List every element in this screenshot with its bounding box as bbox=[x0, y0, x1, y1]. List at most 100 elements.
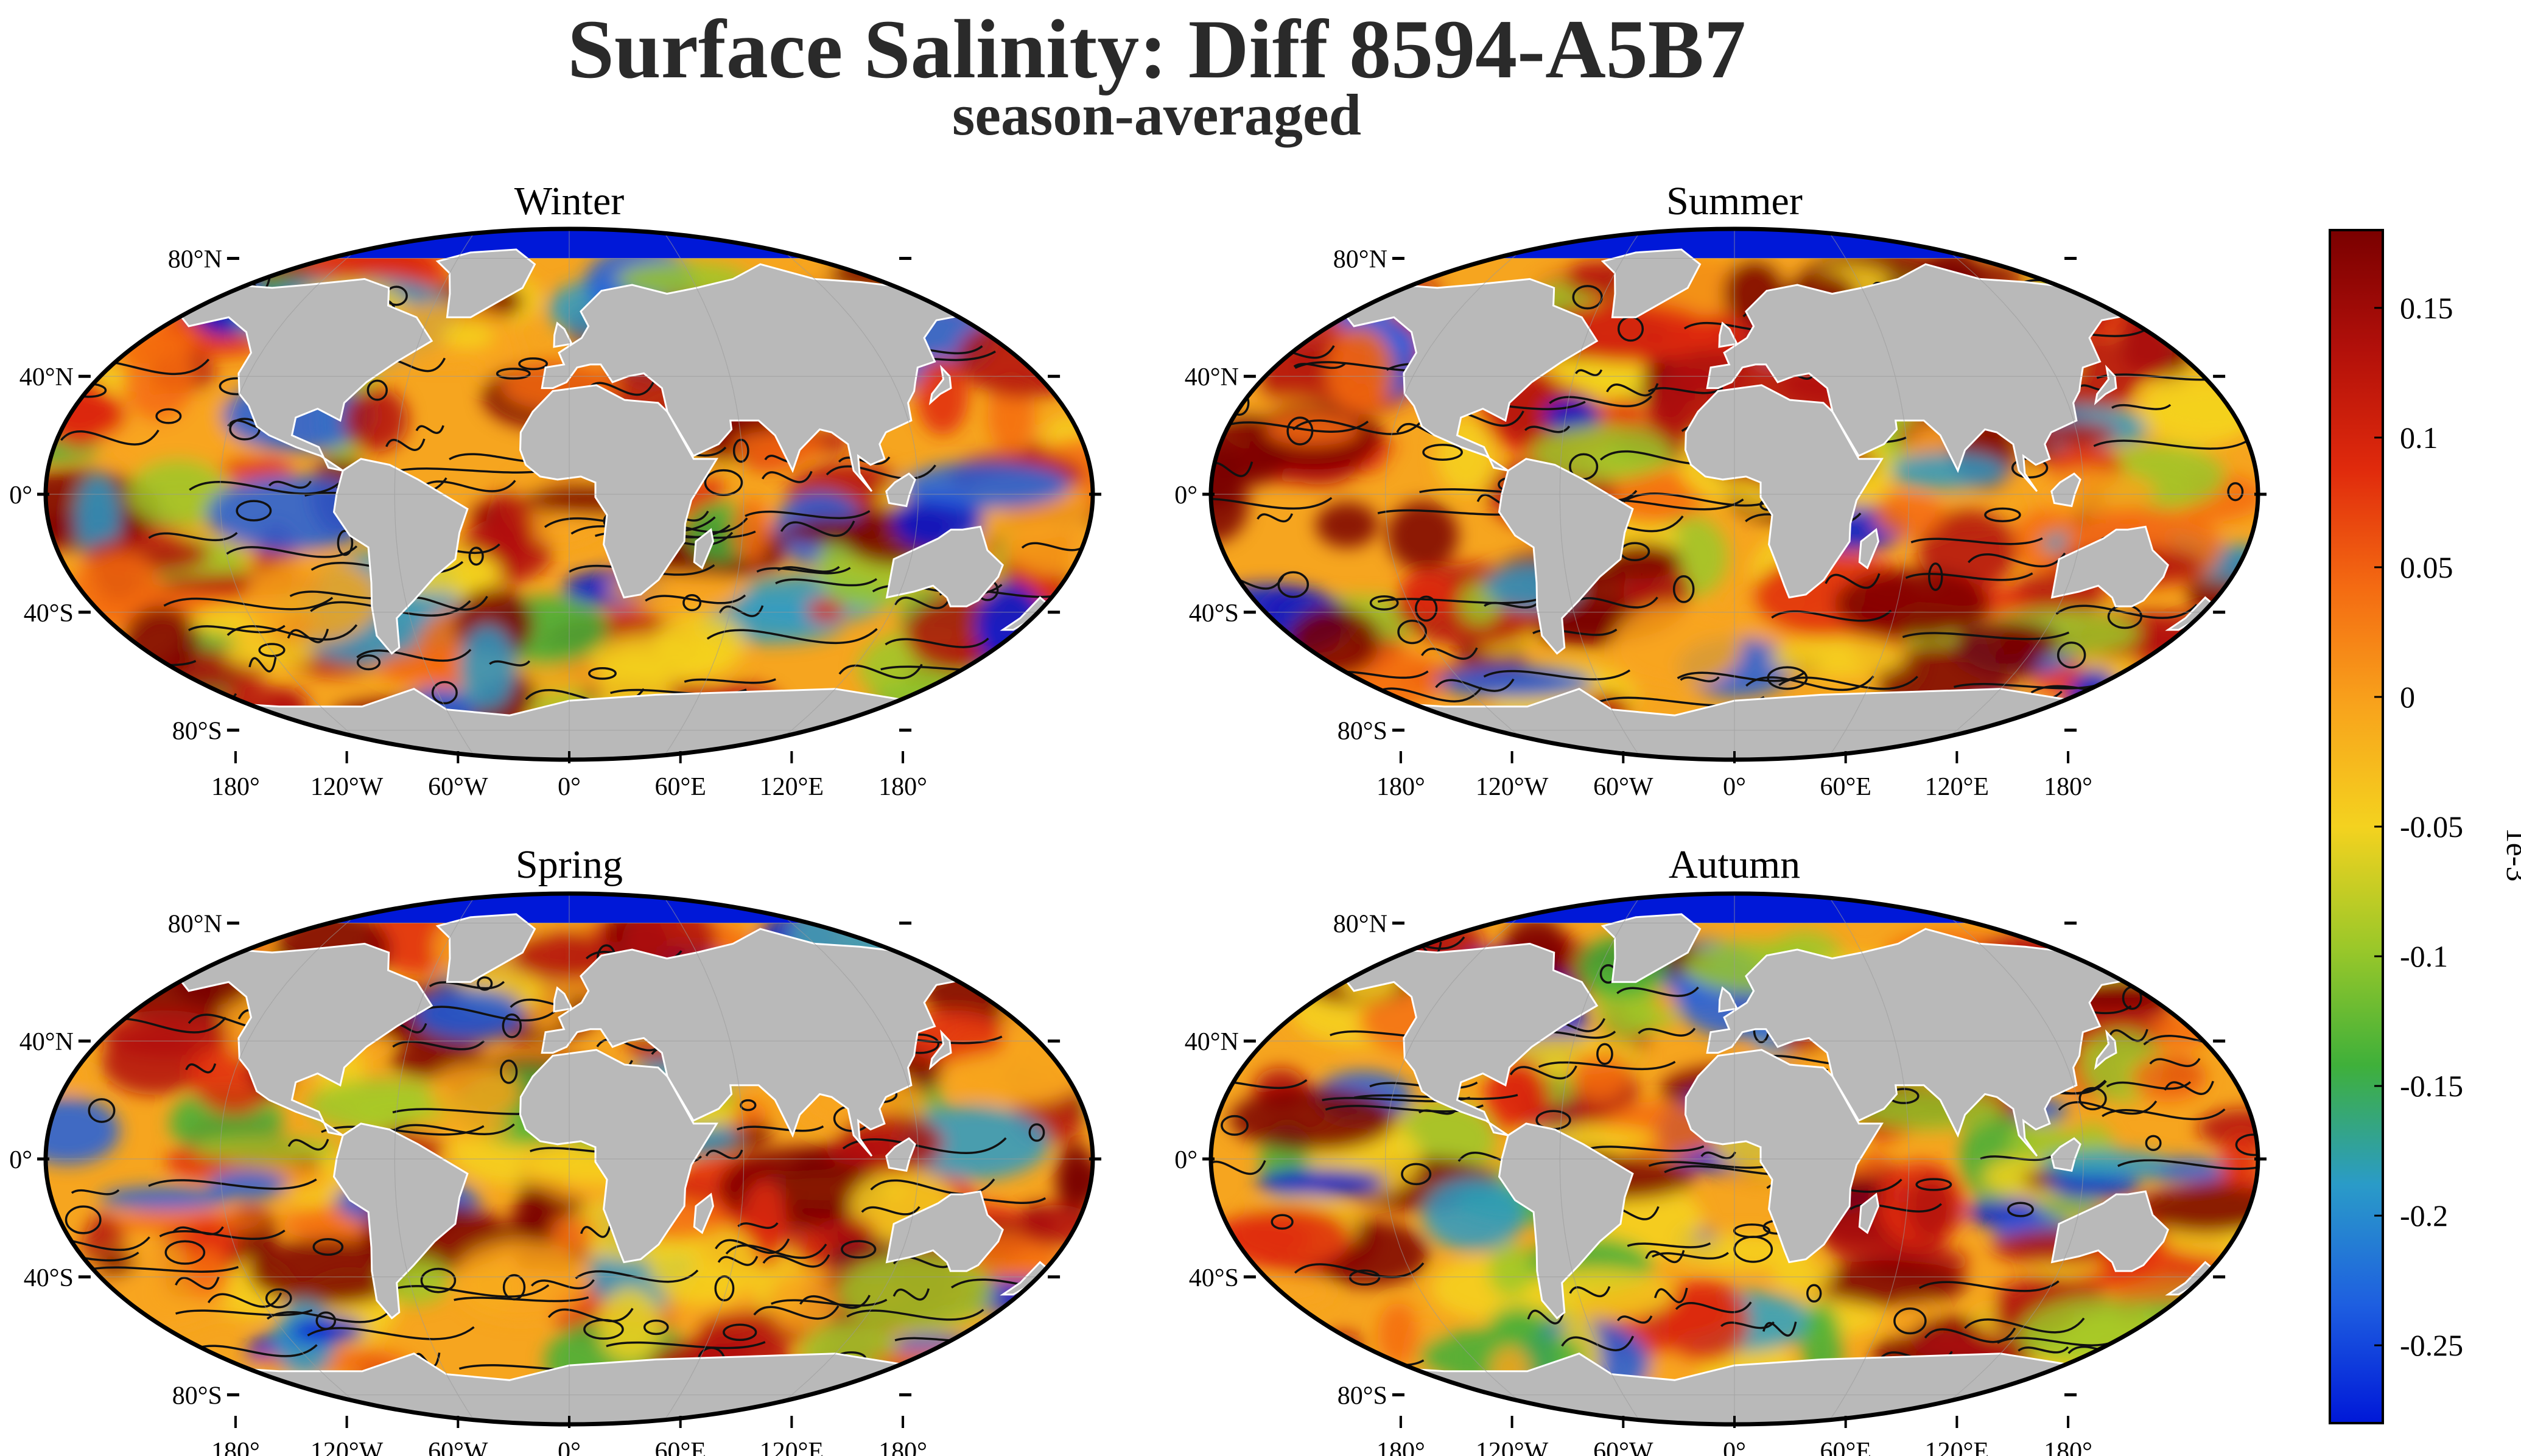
landmass-greenland bbox=[1601, 248, 1702, 318]
landmass-greenland bbox=[435, 913, 536, 983]
lon-label: 120°W bbox=[1476, 773, 1549, 801]
landmass-northAmerica bbox=[180, 278, 433, 472]
lon-label: 0° bbox=[1723, 773, 1746, 801]
lon-label: 60°W bbox=[428, 773, 488, 801]
landmass-southAmerica bbox=[1498, 458, 1634, 655]
map-panel-autumn: Autumn 80°N 40°N 0° 40°S 80°S 180° 120°W 60°W 0° 6… bbox=[1174, 842, 2267, 1456]
landmass-eurasia bbox=[541, 263, 982, 492]
figure-title: Surface Salinity: Diff 8594-A5B7 bbox=[567, 2, 1746, 96]
landmass-australia bbox=[885, 525, 1004, 607]
landmass-greenland bbox=[1601, 913, 1702, 983]
colorbar-unit-label: 1e-3 bbox=[2500, 828, 2521, 882]
landmass-borneo bbox=[885, 1137, 916, 1172]
colorbar: 0.15 0.1 0.05 0 -0.05 -0.1 -0.15 -0.2 -0.25 1e-3 bbox=[2329, 229, 2521, 1424]
lon-label: 0° bbox=[1723, 1438, 1746, 1456]
map-panel-summer: Summer 80°N 40°N 0° 40°S 80°S 180° 120°W 60°W 0° 6… bbox=[1174, 179, 2267, 801]
colorbar-tick-label: 0.05 bbox=[2400, 550, 2453, 584]
landmass-australia bbox=[2050, 525, 2169, 607]
landmass-borneo bbox=[2050, 1137, 2081, 1172]
lon-label: 180° bbox=[211, 773, 260, 801]
landmass-greenland bbox=[435, 248, 536, 318]
landmass-madagascar bbox=[693, 528, 714, 570]
landmass-australia bbox=[2050, 1190, 2169, 1272]
panel-title-autumn: Autumn bbox=[1669, 842, 1800, 887]
lon-label: 0° bbox=[558, 773, 581, 801]
lon-label: 120°W bbox=[310, 773, 384, 801]
figure-subtitle: season-averaged bbox=[952, 82, 1361, 147]
lat-label: 0° bbox=[9, 1146, 32, 1174]
lon-label: 180° bbox=[2044, 1438, 2092, 1456]
lat-label: 80°S bbox=[172, 1382, 222, 1410]
landmass-southAmerica bbox=[332, 1122, 469, 1320]
lat-label: 40°N bbox=[19, 1028, 74, 1056]
lon-label: 120°E bbox=[760, 773, 824, 801]
landmass-northAmerica bbox=[1345, 278, 1599, 472]
lat-label: 80°N bbox=[168, 910, 222, 938]
lat-label: 80°S bbox=[1338, 1382, 1387, 1410]
lat-label: 40°N bbox=[19, 363, 74, 391]
lon-label: 180° bbox=[2044, 773, 2092, 801]
map-panel-spring: Spring 80°N 40°N 0° 40°S 80°S 180° 120°W 60°W 0° 6… bbox=[9, 842, 1101, 1456]
lat-label: 40°S bbox=[1189, 600, 1239, 628]
landmass-borneo bbox=[2050, 472, 2081, 508]
colorbar-tick-label: 0 bbox=[2400, 680, 2415, 714]
colorbar-tick-label: -0.05 bbox=[2400, 810, 2463, 844]
landmass-southAmerica bbox=[1498, 1122, 1634, 1320]
lon-label: 180° bbox=[878, 1438, 927, 1456]
lat-label: 40°S bbox=[24, 600, 74, 628]
lat-label: 40°N bbox=[1185, 363, 1239, 391]
lat-label: 0° bbox=[9, 481, 32, 509]
landmass-madagascar bbox=[1858, 528, 1879, 570]
lon-label: 60°W bbox=[1593, 773, 1653, 801]
lat-label: 0° bbox=[1174, 481, 1197, 509]
lon-label: 180° bbox=[1376, 773, 1425, 801]
lon-label: 180° bbox=[878, 773, 927, 801]
landmass-northAmerica bbox=[180, 942, 433, 1136]
lon-label: 120°E bbox=[1925, 773, 1989, 801]
lat-label: 80°S bbox=[1338, 718, 1387, 746]
lon-label: 180° bbox=[211, 1438, 260, 1456]
lat-label: 40°N bbox=[1185, 1028, 1239, 1056]
panel-title-spring: Spring bbox=[516, 842, 623, 887]
lon-label: 180° bbox=[1376, 1438, 1425, 1456]
lat-label: 80°N bbox=[1333, 245, 1387, 273]
landmass-eurasia bbox=[541, 928, 982, 1157]
lon-label: 60°E bbox=[654, 1438, 706, 1456]
colorbar-tick-label: -0.25 bbox=[2400, 1328, 2463, 1362]
landmass-borneo bbox=[885, 472, 916, 508]
lon-label: 60°E bbox=[654, 773, 706, 801]
colorbar-gradient bbox=[2329, 229, 2384, 1424]
lon-label: 120°E bbox=[760, 1438, 824, 1456]
colorbar-tick-label: -0.1 bbox=[2400, 939, 2448, 973]
landmass-uk bbox=[553, 321, 573, 348]
lon-label: 120°W bbox=[310, 1438, 384, 1456]
landmass-uk bbox=[553, 986, 573, 1013]
panel-title-summer: Summer bbox=[1666, 179, 1803, 223]
lat-label: 80°S bbox=[172, 718, 222, 746]
lat-label: 40°S bbox=[1189, 1264, 1239, 1292]
landmass-eurasia bbox=[1706, 263, 2147, 492]
lon-label: 120°W bbox=[1476, 1438, 1549, 1456]
landmass-madagascar bbox=[1858, 1192, 1879, 1234]
lat-label: 80°N bbox=[1333, 910, 1387, 938]
map-panel-winter: Winter 80°N 40°N 0° 40°S 80°S 180° 120°W 60°W 0° 6… bbox=[9, 179, 1101, 801]
panel-title-winter: Winter bbox=[514, 179, 625, 223]
landmass-eurasia bbox=[1706, 928, 2147, 1157]
landmass-uk bbox=[1718, 321, 1739, 348]
landmass-northAmerica bbox=[1345, 942, 1599, 1136]
lat-label: 40°S bbox=[24, 1264, 74, 1292]
lat-label: 80°N bbox=[168, 245, 222, 273]
lon-label: 60°W bbox=[428, 1438, 488, 1456]
lon-label: 60°W bbox=[1593, 1438, 1653, 1456]
lon-label: 0° bbox=[558, 1438, 581, 1456]
landmass-uk bbox=[1718, 986, 1739, 1013]
colorbar-tick-label: -0.2 bbox=[2400, 1199, 2448, 1233]
lon-label: 60°E bbox=[1820, 773, 1871, 801]
landmass-madagascar bbox=[693, 1192, 714, 1234]
colorbar-tick-label: 0.1 bbox=[2400, 421, 2438, 455]
lon-label: 120°E bbox=[1925, 1438, 1989, 1456]
colorbar-tick-label: -0.15 bbox=[2400, 1069, 2463, 1103]
lon-label: 60°E bbox=[1820, 1438, 1871, 1456]
lat-label: 0° bbox=[1174, 1146, 1197, 1174]
